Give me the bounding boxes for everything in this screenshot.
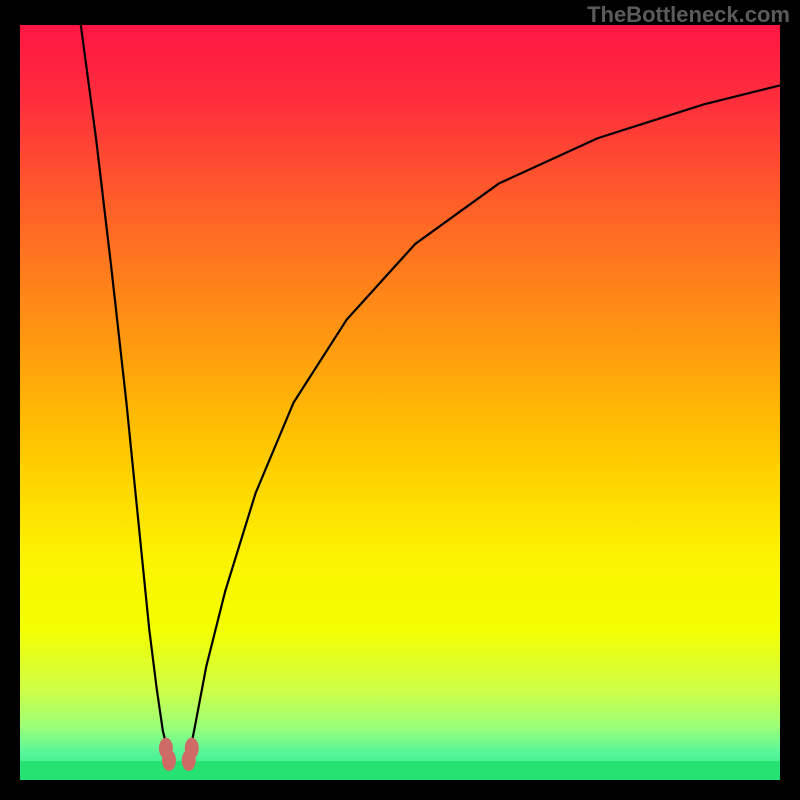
plot-area [20,25,780,780]
chart-svg [20,25,780,780]
anchor-marker [162,750,175,770]
gradient-background [20,25,780,780]
anchor-marker [185,738,198,758]
chart-frame: TheBottleneck.com [0,0,800,800]
bottom-band [20,761,780,780]
